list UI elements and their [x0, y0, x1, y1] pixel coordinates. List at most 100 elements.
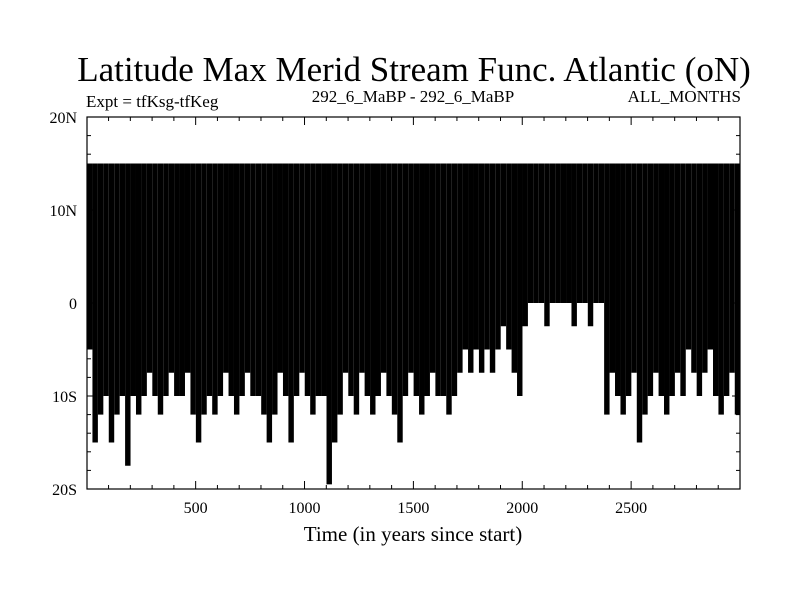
series-segment	[337, 163, 343, 415]
series-segment	[293, 163, 300, 396]
series-segment	[642, 163, 648, 415]
series-segment	[615, 163, 621, 396]
series-segment	[310, 163, 316, 415]
series-segment	[190, 163, 196, 415]
series-segment	[342, 163, 349, 373]
series-segment	[413, 163, 420, 396]
series-segment	[478, 163, 485, 373]
series-segment	[495, 163, 501, 350]
x-tick-label: 500	[184, 500, 208, 517]
x-tick-label: 2500	[615, 500, 647, 517]
series-segment	[517, 163, 523, 396]
series-segment	[549, 163, 556, 303]
series-segment	[250, 163, 256, 396]
x-tick-label: 1000	[289, 500, 321, 517]
series-segment	[163, 163, 169, 396]
y-tick-label: 0	[69, 296, 77, 313]
series-segment	[691, 163, 697, 373]
series-segment	[587, 163, 594, 327]
series-segment	[582, 163, 588, 303]
series-segment	[707, 163, 713, 350]
series-segment	[119, 163, 126, 396]
series-segment	[473, 163, 479, 350]
series-segment	[723, 163, 730, 396]
x-tick-label: 1500	[397, 500, 429, 517]
series-segment	[620, 163, 626, 415]
series-segment	[609, 163, 616, 373]
series-segment	[223, 163, 229, 373]
subtitle-period: 292_6_MaBP - 292_6_MaBP	[312, 87, 514, 106]
y-tick-labels: 20N 10N 0 10S 20S	[49, 110, 77, 499]
series-segment	[375, 163, 381, 396]
x-tick-label: 2000	[506, 500, 538, 517]
series-segment	[277, 163, 283, 373]
series-segment	[174, 163, 180, 396]
series-segment	[125, 163, 131, 466]
series-segment	[348, 163, 354, 396]
x-tick-marks	[108, 117, 719, 489]
series-segment	[315, 163, 322, 396]
series-segment	[206, 163, 213, 396]
series-segment	[647, 163, 654, 396]
series-segment	[272, 163, 278, 415]
data-lines	[87, 163, 740, 485]
series-segment	[729, 163, 735, 373]
series-segment	[364, 163, 371, 396]
x-tick-labels: 500 1000 1500 2000 2500	[184, 500, 647, 517]
series-segment	[598, 163, 605, 303]
series-segment	[451, 163, 458, 396]
y-tick-label: 20S	[52, 482, 77, 499]
series-segment	[288, 163, 294, 443]
series-segment	[92, 163, 98, 443]
series-segment	[566, 163, 572, 303]
series-segment	[685, 163, 692, 350]
series-segment	[233, 163, 240, 415]
y-tick-marks	[87, 135, 740, 471]
series-segment	[179, 163, 185, 396]
y-tick-label: 10S	[52, 389, 77, 406]
series-segment	[576, 163, 583, 303]
series-segment	[114, 163, 120, 415]
series-segment	[468, 163, 474, 373]
series-segment	[391, 163, 398, 415]
series-segment	[195, 163, 202, 443]
series-segment	[718, 163, 724, 415]
series-segment	[146, 163, 153, 373]
series-segment	[103, 163, 109, 396]
series-segment	[402, 163, 409, 396]
series-segment	[135, 163, 142, 415]
series-segment	[408, 163, 414, 373]
series-segment	[604, 163, 610, 415]
series-segment	[419, 163, 425, 415]
series-segment	[380, 163, 387, 373]
series-segment	[386, 163, 392, 396]
series-segment	[511, 163, 518, 373]
series-segment	[359, 163, 365, 373]
series-segment	[440, 163, 447, 396]
series-segment	[321, 163, 327, 396]
series-segment	[446, 163, 452, 415]
series-segment	[680, 163, 686, 396]
series-segment	[228, 163, 234, 396]
series-segment	[424, 163, 430, 396]
series-segment	[625, 163, 632, 396]
series-segment	[571, 163, 577, 327]
series-segment	[538, 163, 545, 303]
series-segment	[664, 163, 670, 415]
series-segment	[484, 163, 490, 350]
y-tick-label: 10N	[49, 203, 77, 220]
chart-title: Latitude Max Merid Stream Func. Atlantic…	[77, 50, 751, 89]
x-axis-title: Time (in years since start)	[304, 522, 523, 546]
series-segment	[457, 163, 463, 373]
series-segment	[201, 163, 207, 415]
series-segment	[168, 163, 175, 373]
series-segment	[326, 163, 332, 485]
series-segment	[489, 163, 496, 373]
series-segment	[157, 163, 164, 415]
series-segment	[255, 163, 262, 396]
series-segment	[299, 163, 305, 373]
series-segment	[522, 163, 528, 327]
series-segment	[636, 163, 643, 443]
subtitle-experiment: Expt = tfKsg-tfKeg	[86, 92, 219, 111]
